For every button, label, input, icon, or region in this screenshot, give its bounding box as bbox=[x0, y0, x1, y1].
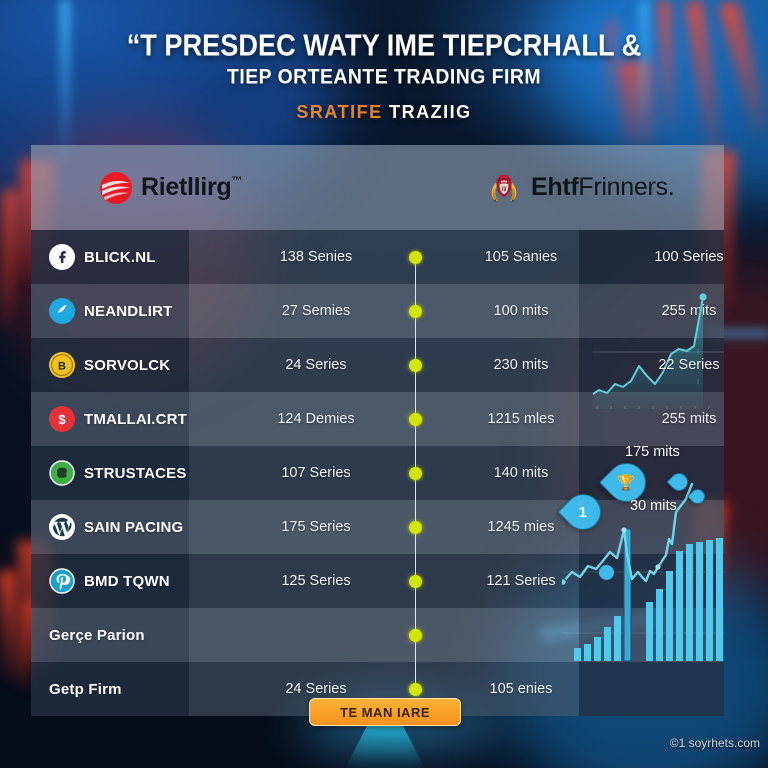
svg-text:$: $ bbox=[58, 412, 66, 427]
svg-text:B: B bbox=[58, 361, 66, 373]
